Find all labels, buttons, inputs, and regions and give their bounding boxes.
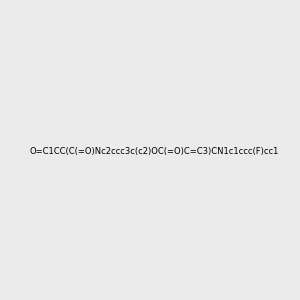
Text: O=C1CC(C(=O)Nc2ccc3c(c2)OC(=O)C=C3)CN1c1ccc(F)cc1: O=C1CC(C(=O)Nc2ccc3c(c2)OC(=O)C=C3)CN1c1… (29, 147, 278, 156)
